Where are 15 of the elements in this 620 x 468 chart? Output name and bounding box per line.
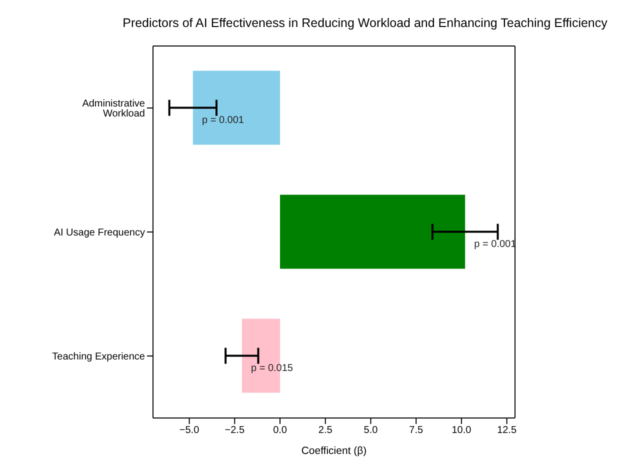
y-tick-label: AI Usage Frequency <box>54 228 145 239</box>
x-axis-title: Coefficient (β) <box>301 445 367 457</box>
x-tick-label: −2.5 <box>224 425 245 436</box>
y-tick-label: Teaching Experience <box>52 352 146 363</box>
x-tick-label: 7.5 <box>409 425 424 436</box>
chart-title: Predictors of AI Effectiveness in Reducing Workload and Enhancing Teaching Efficiency <box>122 15 608 32</box>
x-tick-label: 10.0 <box>452 425 472 436</box>
x-tick-label: 12.5 <box>497 425 517 436</box>
x-tick-label: −5.0 <box>179 425 200 436</box>
x-tick-label: 0.0 <box>273 425 288 436</box>
annotation: p = 0.015 <box>250 363 294 374</box>
y-tick-label: Administrative Workload <box>82 98 146 120</box>
x-tick-label: 2.5 <box>318 425 333 436</box>
annotation: p = 0.001 <box>202 115 244 126</box>
x-tick-label: 5.0 <box>364 425 378 436</box>
